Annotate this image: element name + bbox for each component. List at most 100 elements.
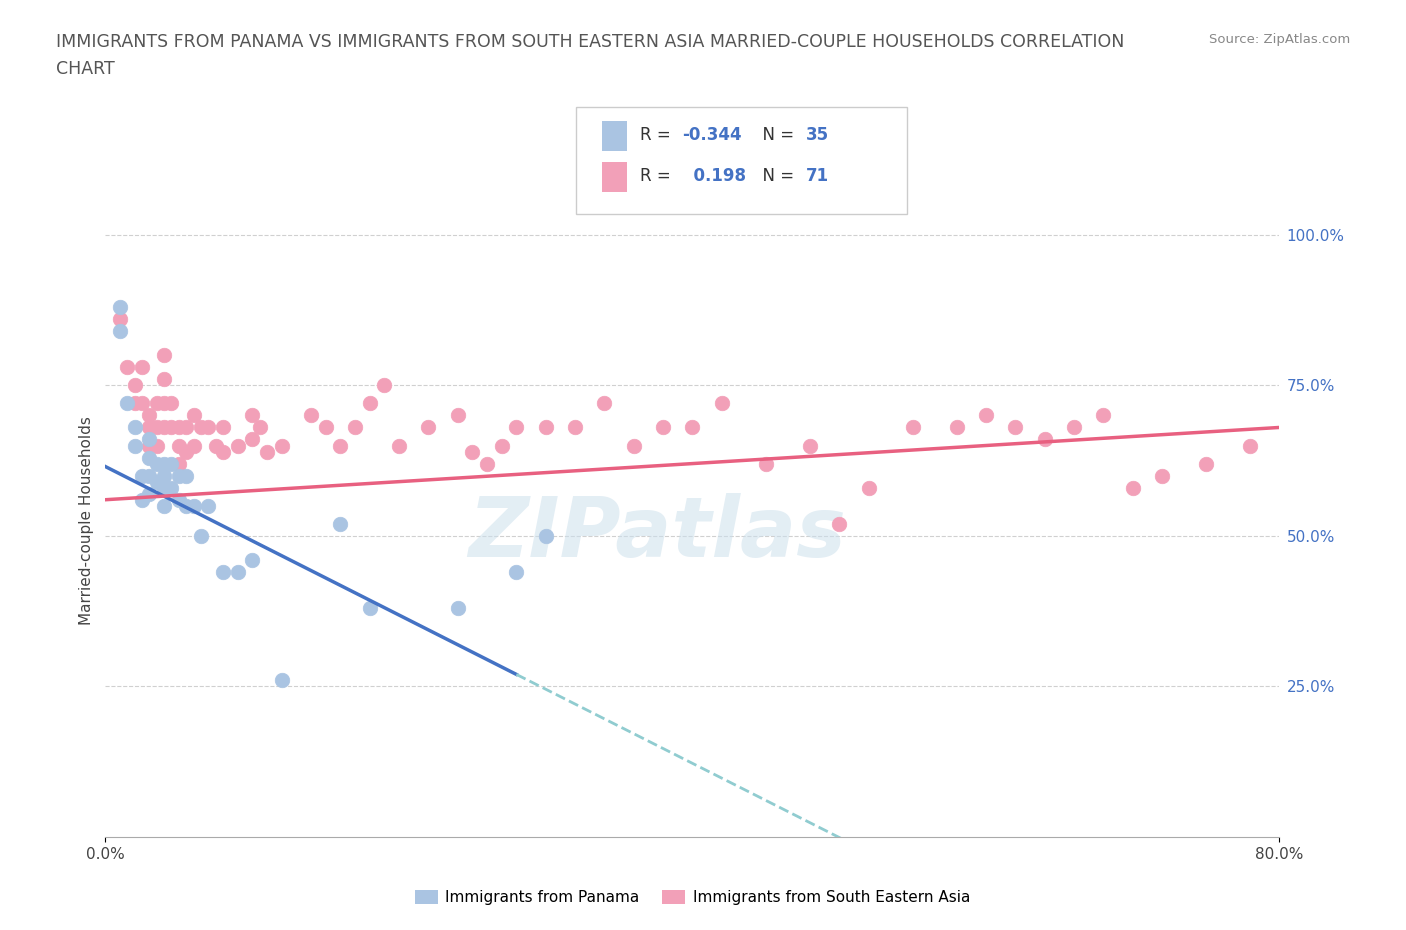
Point (1063, 420, 1085, 435)
Point (373, 378, 395, 392)
Point (204, 438, 226, 453)
Point (211, 420, 233, 435)
Point (138, 408, 160, 423)
Point (682, 420, 704, 435)
Point (124, 420, 146, 435)
Text: R =: R = (640, 126, 676, 144)
Point (146, 456, 169, 471)
Point (1004, 420, 1026, 435)
Point (131, 360, 153, 375)
Point (593, 396, 616, 411)
Point (167, 492, 190, 507)
Point (174, 420, 197, 435)
Point (505, 420, 527, 435)
Point (329, 516, 352, 531)
Point (901, 420, 924, 435)
Point (153, 468, 176, 483)
Point (1150, 468, 1173, 483)
Point (256, 445, 278, 459)
Point (418, 420, 440, 435)
Point (153, 420, 176, 435)
Point (534, 420, 557, 435)
Point (108, 312, 131, 326)
Text: CHART: CHART (56, 60, 115, 78)
Point (167, 438, 190, 453)
Point (211, 565, 233, 579)
Point (146, 474, 169, 489)
Point (167, 420, 190, 435)
Text: -0.344: -0.344 (682, 126, 741, 144)
Point (315, 420, 337, 435)
Point (108, 299, 131, 314)
Point (138, 438, 160, 453)
Text: ZIPatlas: ZIPatlas (468, 493, 846, 574)
Point (945, 420, 967, 435)
Point (117, 396, 139, 411)
Point (146, 396, 169, 411)
Point (153, 348, 176, 363)
Point (146, 420, 169, 435)
Point (343, 420, 366, 435)
Point (183, 408, 205, 423)
Point (153, 372, 176, 387)
Point (160, 420, 183, 435)
Point (160, 396, 183, 411)
Point (974, 408, 997, 423)
Point (799, 438, 821, 453)
Point (108, 324, 131, 339)
Point (564, 420, 586, 435)
Point (858, 480, 880, 495)
Point (124, 438, 146, 453)
Point (190, 420, 212, 435)
Point (138, 468, 160, 483)
Point (226, 438, 249, 453)
Text: IMMIGRANTS FROM PANAMA VS IMMIGRANTS FROM SOUTH EASTERN ASIA MARRIED-COUPLE HOUS: IMMIGRANTS FROM PANAMA VS IMMIGRANTS FRO… (56, 33, 1125, 50)
Point (270, 438, 292, 453)
Point (131, 468, 153, 483)
Point (240, 408, 263, 423)
Point (240, 432, 263, 447)
Point (1033, 432, 1056, 447)
Point (167, 468, 190, 483)
Point (138, 420, 160, 435)
Point (174, 445, 197, 459)
Point (160, 480, 183, 495)
Text: 35: 35 (806, 126, 828, 144)
Point (226, 565, 249, 579)
Text: 71: 71 (806, 167, 828, 185)
Point (491, 438, 513, 453)
Point (710, 396, 733, 411)
Text: N =: N = (752, 126, 800, 144)
Point (153, 396, 176, 411)
Point (652, 420, 675, 435)
Point (197, 420, 219, 435)
Point (1092, 408, 1115, 423)
Point (446, 601, 468, 616)
Point (755, 456, 778, 471)
Point (124, 378, 146, 392)
Point (190, 528, 212, 543)
Point (183, 498, 205, 513)
Point (138, 432, 160, 447)
Point (534, 528, 557, 543)
Point (211, 445, 233, 459)
Point (167, 456, 190, 471)
Point (1195, 456, 1218, 471)
Point (270, 673, 292, 688)
Point (388, 438, 411, 453)
Point (1239, 438, 1261, 453)
Point (240, 552, 263, 567)
Point (359, 396, 381, 411)
Point (299, 408, 322, 423)
Point (461, 445, 484, 459)
Legend: Immigrants from Panama, Immigrants from South Eastern Asia: Immigrants from Panama, Immigrants from … (409, 884, 976, 911)
Text: R =: R = (640, 167, 676, 185)
Text: N =: N = (752, 167, 800, 185)
Text: Source: ZipAtlas.com: Source: ZipAtlas.com (1209, 33, 1350, 46)
Point (505, 565, 527, 579)
Point (174, 498, 197, 513)
Point (1122, 480, 1144, 495)
Point (160, 456, 183, 471)
Point (153, 456, 176, 471)
Point (249, 420, 271, 435)
